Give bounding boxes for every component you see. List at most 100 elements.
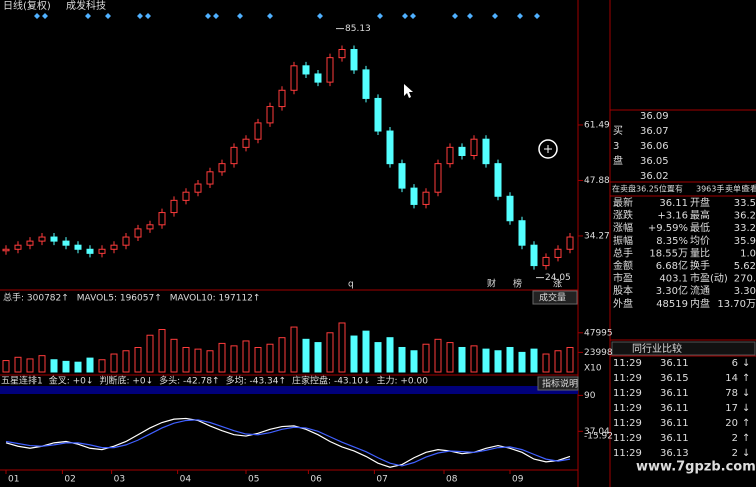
candle [14,244,22,250]
signal-row [34,13,540,19]
volume-bar [182,346,190,373]
volume-header: 总手: 300782↑ [3,292,69,304]
x-tick-label: 01 [8,475,19,485]
volume-bar [2,360,10,373]
candle [422,191,430,205]
volume-bar [338,322,346,373]
watermark: www.7gpzb.com [636,460,756,475]
candle [230,146,238,165]
chart-title: 日线(复权) [3,0,51,12]
volume-header: MAVOL10: 197112↑ [170,294,261,304]
book-price: 36.02 [640,171,669,182]
crosshair-icon[interactable] [538,139,558,159]
quote-label: 涨跌 [613,209,633,222]
volume-bar [86,357,94,373]
x-tick-label: 08 [446,475,458,485]
candle [254,122,262,140]
candle [266,106,274,124]
candle [386,130,394,165]
quote-value: 35.9 [734,236,756,247]
notice: 查看详情 [742,184,756,194]
quote-label: 换手 [690,259,710,272]
quote-label: 总手 [613,246,633,259]
volume-bar [230,345,238,373]
volume-bar [170,338,178,373]
candle [170,199,178,214]
volume-bar [218,342,226,373]
quote-label: 最低 [690,221,710,234]
x-tick-label: 07 [376,475,387,485]
peer-button[interactable] [611,341,756,356]
tick-volume: 14 [725,373,738,384]
volume-bar [374,342,382,373]
volume-button[interactable] [532,290,578,305]
volume-bar [350,335,358,373]
volume-bar [158,329,166,373]
indicator-button[interactable] [537,376,579,391]
candle [218,163,226,173]
quote-value: 33.5 [734,198,756,209]
candle [146,224,154,230]
candle [50,236,58,242]
candle [542,256,550,267]
y-tick-label: 37.04 [584,427,610,437]
tick-time: 11:29 [613,403,642,414]
tick-volume: 78 [725,388,738,399]
volume-bar [422,343,430,373]
tick-price: 36.11 [660,388,689,399]
volume-bar [266,343,274,373]
volume-bar [566,346,574,373]
tick-time: 11:29 [613,418,642,429]
volume-bar [506,346,514,373]
crosshair-icon [544,145,552,153]
tick-volume: 17 [725,403,738,414]
candle [350,49,358,71]
mouse-pointer [404,84,413,98]
candle [326,57,334,83]
candle [362,69,370,99]
candle [530,244,538,267]
tick-arrow: ↓ [742,358,750,369]
volume-bar [14,356,22,373]
candle [482,138,490,165]
candle [470,138,478,157]
y-tick-label: 34.27 [584,231,610,241]
quote-label: 开盘 [690,196,710,209]
volume-bar [62,360,70,373]
volume-bar [458,346,466,373]
indicator-header: 主力: +0.00 [377,375,429,387]
quote-label: 均价 [690,235,710,247]
volume-bar [206,350,214,373]
tick-time: 11:29 [613,388,642,399]
book-price: 36.06 [640,141,669,152]
candle [278,89,286,108]
tick-time: 11:29 [613,373,642,384]
tick-time: 11:29 [613,448,642,459]
quote-value: 1.0 [740,248,756,259]
quote-label: 市盈 [613,272,633,285]
event-marker: 榜 [513,278,522,290]
volume-bar [470,345,478,373]
x-tick-label: 02 [64,475,75,485]
indicator-line [5,419,571,467]
quote-value: 33.2 [734,223,756,234]
tick-volume: 6 [732,358,738,369]
volume-bar [434,338,442,373]
y-tick-label: 61.49 [584,120,610,130]
book-price: 36.09 [640,111,669,122]
volume-button-label: 成交量 [539,292,566,304]
book-level: 3 [613,141,619,152]
volume-unit: X10 [584,364,602,374]
indicator-header: 庄家控盘: -43.10↓ [292,375,370,387]
volume-bar [134,346,142,373]
volume-bar [38,355,46,373]
volume-bar [98,359,106,373]
tick-volume: 2 [732,433,738,444]
x-tick-label: 05 [248,475,259,485]
quote-value: 403.1 [659,274,688,285]
tick-arrow: ↑ [742,418,750,429]
extreme-label: 24.05 [545,273,571,283]
event-marker: q [348,280,354,290]
tick-arrow: ↓ [742,448,750,459]
